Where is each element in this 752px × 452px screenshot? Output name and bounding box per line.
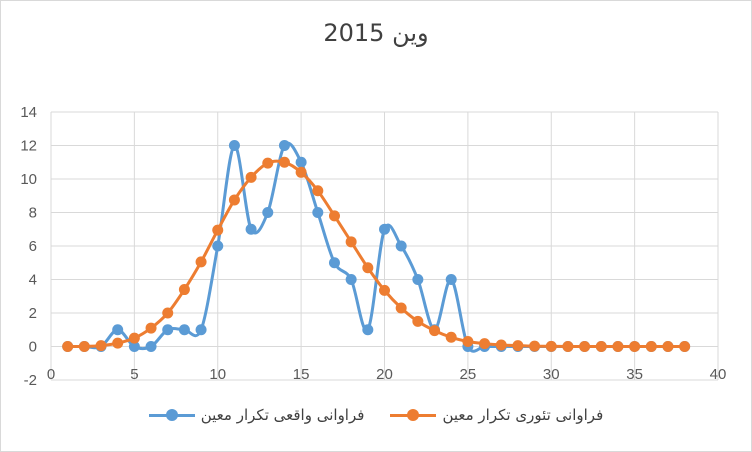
data-point [662, 341, 674, 352]
data-point [62, 341, 74, 352]
data-point [328, 257, 340, 269]
legend-item-theoretical: فراوانی تئوری تکرار معین [390, 406, 603, 424]
y-tick-label: 14 [20, 104, 37, 121]
data-point [562, 341, 574, 352]
y-tick-label: 12 [20, 138, 37, 155]
data-point [479, 338, 491, 350]
data-point [278, 140, 290, 151]
legend-swatch-actual [148, 408, 195, 422]
data-point [262, 157, 274, 169]
data-point [462, 335, 474, 347]
x-tick-label: 30 [543, 366, 560, 383]
data-point [112, 337, 124, 349]
data-point [228, 194, 240, 206]
data-point [145, 322, 157, 334]
data-point [312, 207, 324, 218]
x-tick-label: 20 [376, 366, 393, 383]
legend-label-theoretical: فراوانی تئوری تکرار معین [442, 406, 604, 424]
legend-item-actual: فراوانی واقعی تکرار معین [148, 406, 365, 424]
data-point [328, 210, 340, 222]
data-point [512, 340, 524, 352]
data-point [529, 340, 541, 352]
data-point [112, 324, 124, 336]
data-point [445, 274, 457, 285]
y-tick-label: 2 [29, 305, 37, 322]
data-point [278, 156, 290, 168]
data-point [412, 274, 424, 285]
series-line [67, 159, 685, 349]
data-point [645, 341, 657, 352]
data-point [128, 341, 140, 352]
y-tick-label: 8 [29, 205, 37, 222]
data-point [212, 240, 224, 252]
x-tick-label: 15 [293, 366, 310, 383]
data-point [295, 156, 307, 168]
series-lines [62, 140, 691, 353]
data-point [195, 256, 207, 268]
data-point [379, 284, 390, 296]
legend-label-actual: فراوانی واقعی تکرار معین [200, 406, 365, 424]
data-point [262, 207, 274, 218]
data-point [595, 341, 607, 352]
data-point [178, 324, 190, 336]
y-tick-label: 4 [29, 272, 37, 289]
data-point [545, 340, 557, 352]
gridlines [50, 111, 719, 381]
legend-swatch-theoretical [390, 408, 437, 422]
data-point [295, 166, 307, 178]
data-point [395, 240, 407, 252]
data-point [162, 307, 174, 319]
x-tick-label: 10 [209, 366, 226, 383]
x-tick-label: 25 [460, 366, 477, 383]
data-point [362, 262, 374, 274]
data-point [78, 341, 90, 352]
x-tick-label: 5 [130, 366, 138, 383]
data-point [195, 324, 207, 336]
x-tick-label: 0 [47, 366, 55, 383]
x-tick-label: 35 [626, 366, 643, 383]
data-point [312, 185, 324, 197]
data-point [579, 341, 591, 352]
data-point [445, 331, 457, 343]
data-point [228, 140, 240, 151]
data-point [162, 324, 174, 336]
data-point [245, 171, 257, 183]
data-point [178, 284, 190, 296]
data-point [345, 274, 357, 285]
data-point [245, 223, 257, 235]
data-point [612, 341, 624, 352]
data-point [95, 340, 107, 352]
y-tick-label: 10 [20, 171, 37, 188]
y-tick-label: 6 [29, 238, 37, 255]
tick-labels: -2 0 2 4 6 8 10 12 14 0 5 10 15 20 25 30 35 40 [20, 104, 726, 389]
data-point [128, 332, 140, 344]
data-point [495, 339, 507, 351]
data-point [395, 302, 407, 314]
data-point [362, 324, 374, 336]
y-tick-label: 0 [29, 339, 37, 356]
data-point [629, 341, 641, 352]
x-tick-label: 40 [710, 366, 727, 383]
series-1 [62, 156, 691, 352]
chart-title: وین 2015 [323, 19, 429, 47]
data-point [429, 325, 441, 337]
legend: فراوانی واقعی تکرار معین فراوانی تئوری ت… [1, 406, 751, 424]
data-point [412, 315, 424, 327]
data-point [145, 341, 157, 352]
data-point [212, 224, 224, 236]
data-point [679, 341, 691, 352]
data-point [345, 236, 357, 248]
data-point [379, 223, 390, 235]
y-tick-label: -2 [24, 372, 37, 389]
